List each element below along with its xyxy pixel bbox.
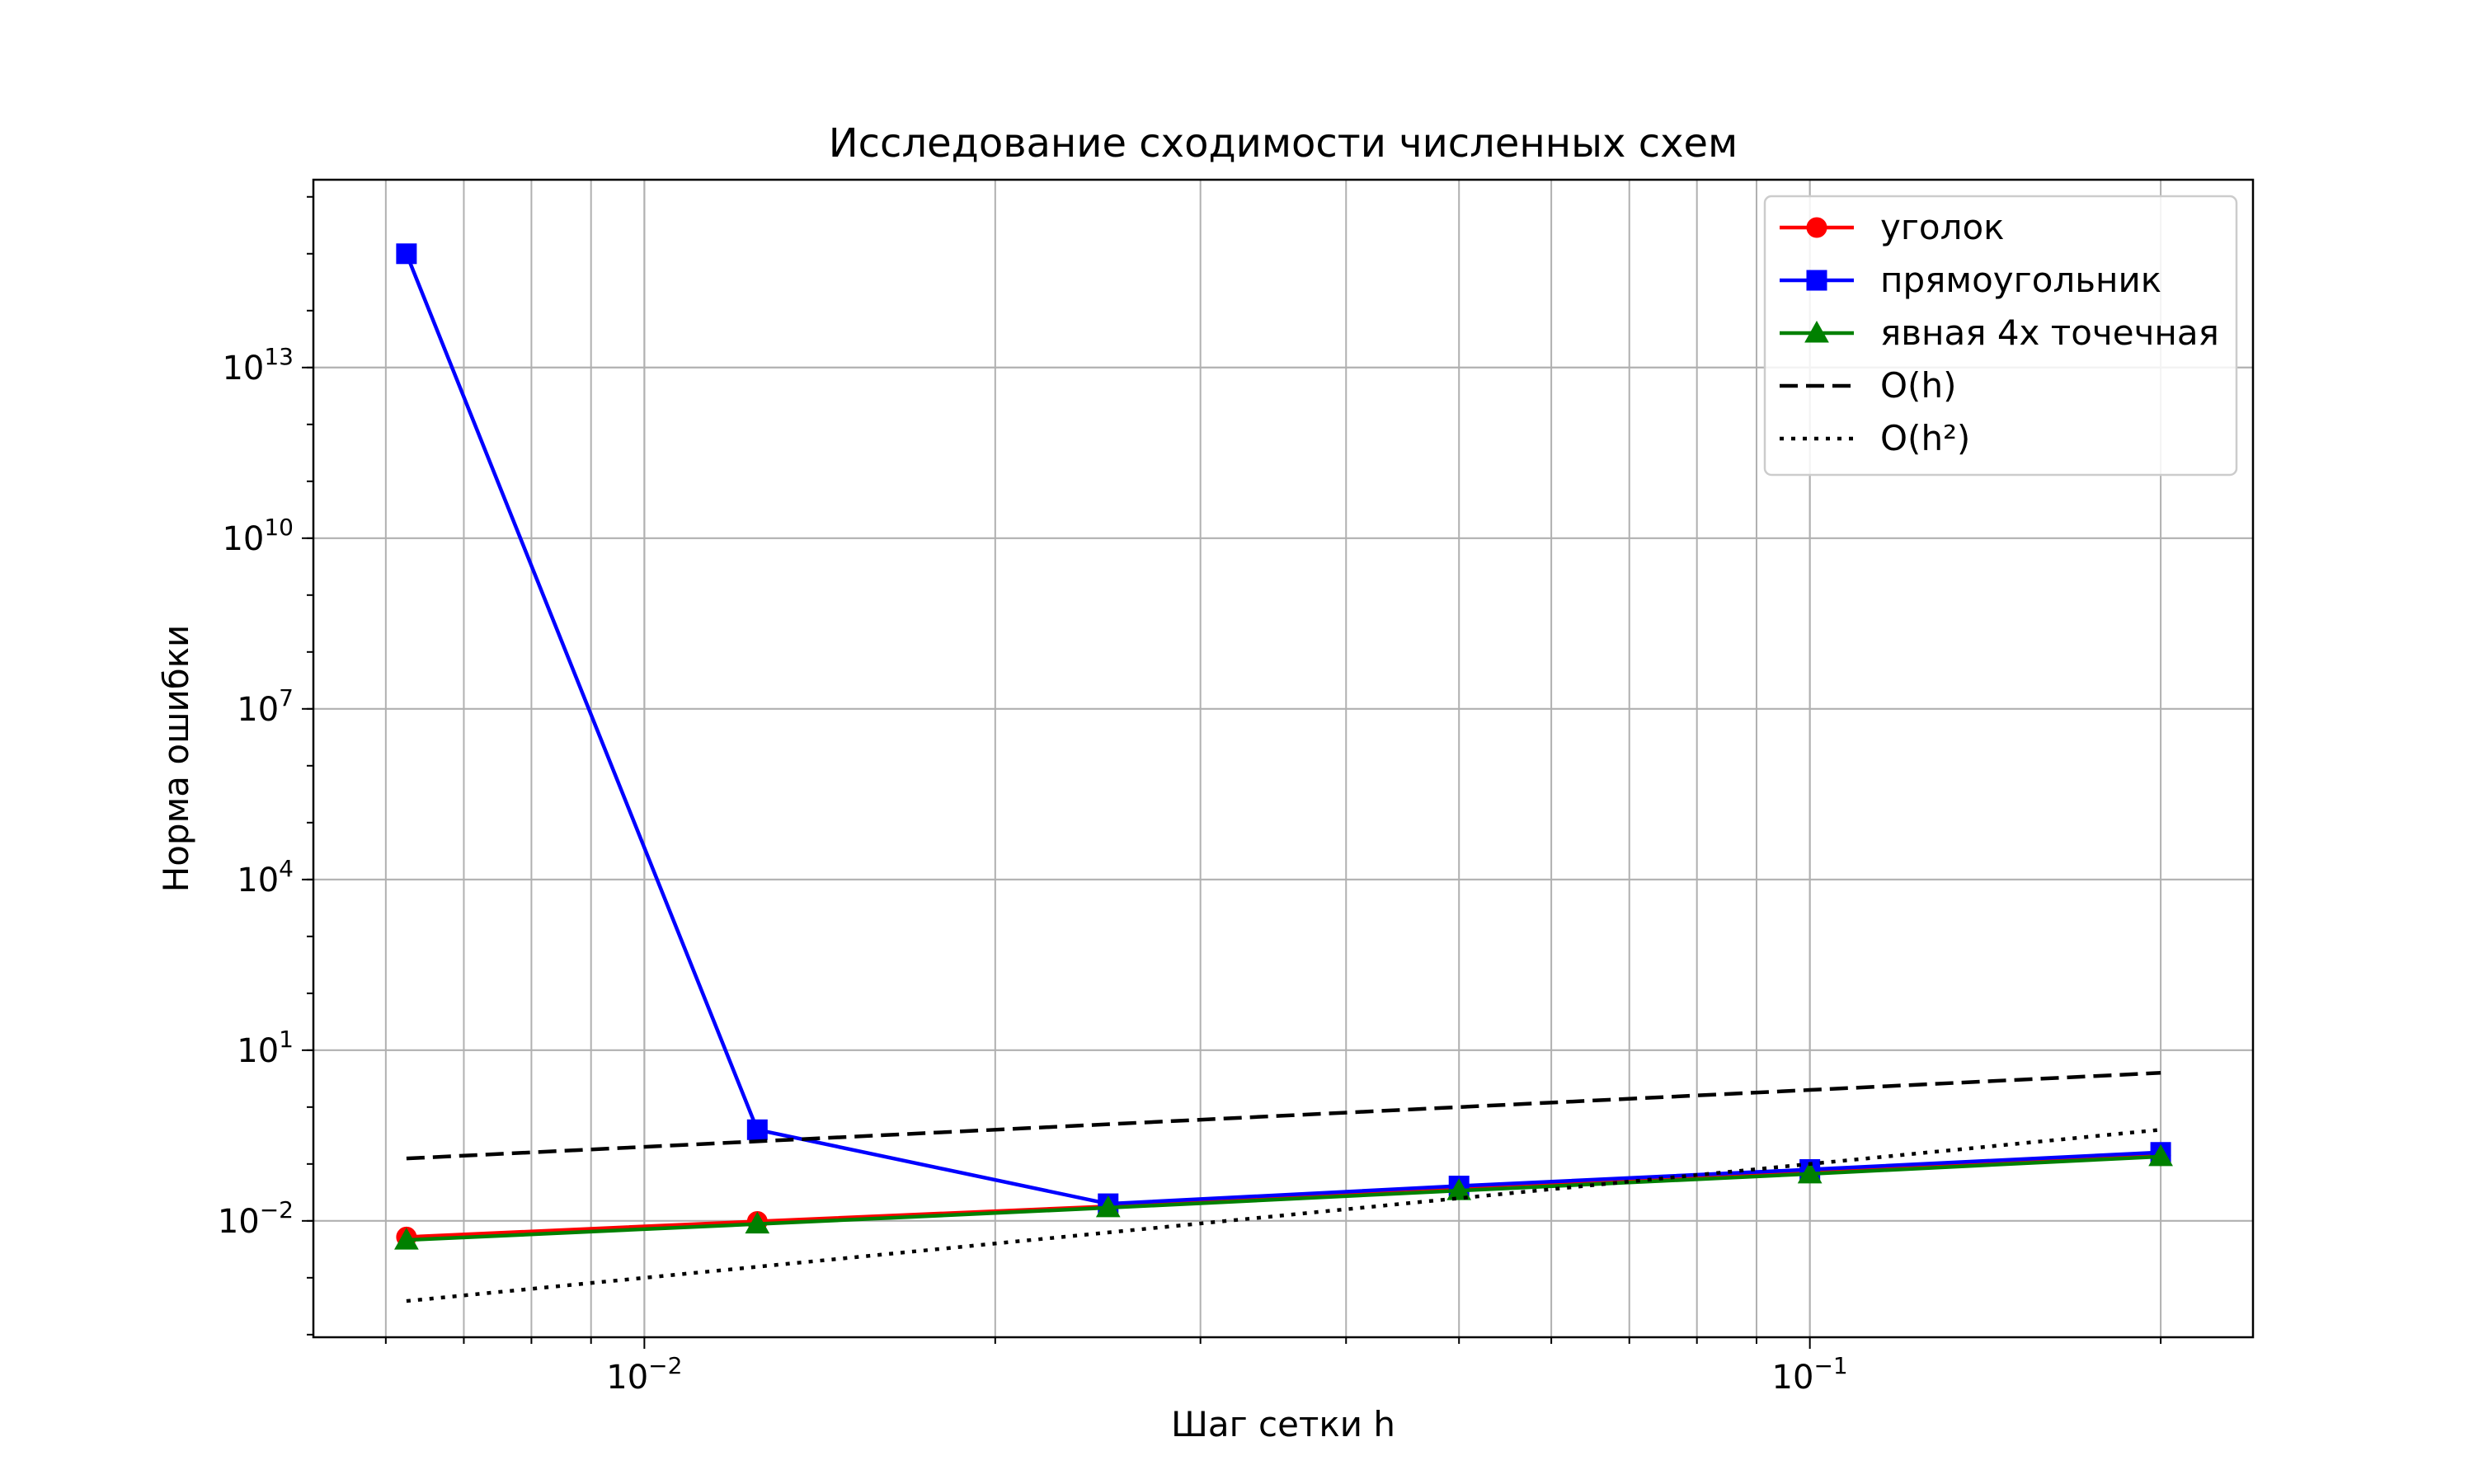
legend-label: прямоугольник bbox=[1880, 260, 2161, 300]
y-tick-label: 107 bbox=[237, 684, 294, 729]
series-4 bbox=[406, 1128, 2161, 1303]
legend-box bbox=[1763, 195, 2238, 477]
data-point bbox=[745, 1211, 770, 1234]
data-point bbox=[1446, 1178, 1472, 1200]
data-point bbox=[1797, 1161, 1823, 1184]
chart-title: Исследование сходимости численных схем bbox=[829, 120, 1738, 167]
grid bbox=[313, 180, 2253, 1337]
y-axis-label: Норма ошибки bbox=[156, 625, 196, 893]
legend-marker bbox=[1806, 270, 1827, 291]
data-point bbox=[2148, 1144, 2173, 1167]
series-2 bbox=[394, 1144, 2173, 1250]
series-line bbox=[406, 1071, 2161, 1161]
plot-frame bbox=[312, 178, 2255, 1339]
x-axis-label: Шаг сетки h bbox=[1171, 1404, 1395, 1444]
ticks: 10−2 101 104 107 1010 1013 10−2 10−1 bbox=[218, 195, 2162, 1397]
series-3 bbox=[406, 1071, 2161, 1161]
series-line bbox=[404, 252, 2161, 1206]
series-line bbox=[406, 1154, 2161, 1242]
legend-label: явная 4х точечная bbox=[1880, 312, 2219, 353]
data-point bbox=[746, 1119, 768, 1140]
data-point bbox=[396, 243, 417, 265]
legend-label: O(h) bbox=[1880, 365, 1956, 406]
legend: уголок прямоугольник явная 4х точечная O(h)… bbox=[1763, 195, 2238, 477]
legend-label: уголок bbox=[1880, 207, 2005, 247]
legend-marker bbox=[1806, 217, 1827, 238]
data-point bbox=[394, 1228, 419, 1250]
series-line bbox=[406, 1128, 2161, 1303]
y-tick-label: 1010 bbox=[222, 514, 294, 558]
series-layer bbox=[394, 243, 2173, 1303]
legend-label: O(h²) bbox=[1880, 418, 1970, 458]
x-tick-label: 10−1 bbox=[1772, 1352, 1848, 1397]
y-tick-label: 104 bbox=[237, 855, 294, 899]
y-tick-label: 1013 bbox=[222, 343, 294, 387]
y-tick-label: 10−2 bbox=[218, 1196, 294, 1241]
y-tick-label: 101 bbox=[237, 1026, 294, 1070]
x-tick-label: 10−2 bbox=[606, 1352, 682, 1397]
legend-marker bbox=[1804, 320, 1829, 343]
data-point bbox=[1095, 1195, 1121, 1218]
